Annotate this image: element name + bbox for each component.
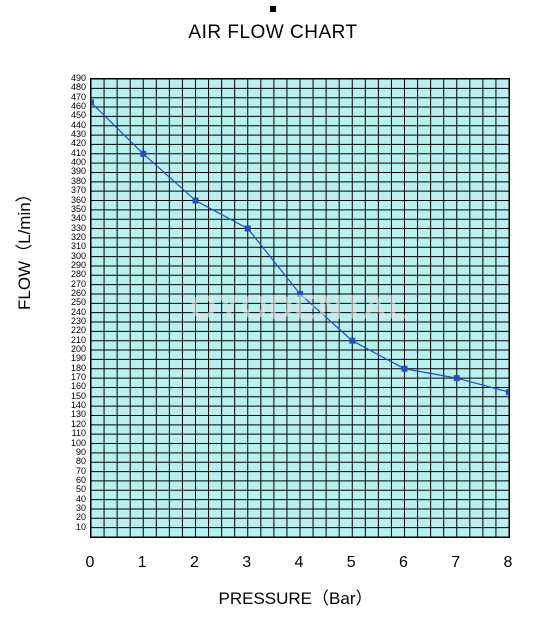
- y-tick-label: 220: [56, 325, 86, 335]
- y-tick-label: 140: [56, 400, 86, 410]
- chart-container: AIR FLOW CHART FLOW（L/min） OYODENTAL 102…: [0, 0, 546, 636]
- y-tick-label: 330: [56, 223, 86, 233]
- decorative-dot: [270, 6, 276, 12]
- y-tick-label: 420: [56, 138, 86, 148]
- y-tick-label: 410: [56, 148, 86, 158]
- y-tick-label: 240: [56, 307, 86, 317]
- x-tick-label: 2: [190, 554, 199, 572]
- y-axis-label: FLOW（L/min）: [10, 185, 35, 310]
- y-tick-label: 480: [56, 82, 86, 92]
- x-tick-label: 8: [504, 554, 513, 572]
- y-tick-label: 450: [56, 110, 86, 120]
- y-tick-label: 320: [56, 232, 86, 242]
- y-tick-label: 440: [56, 120, 86, 130]
- y-tick-label: 150: [56, 391, 86, 401]
- x-tick-label: 3: [242, 554, 251, 572]
- y-tick-label: 370: [56, 185, 86, 195]
- chart-title: AIR FLOW CHART: [0, 22, 546, 44]
- y-tick-label: 170: [56, 372, 86, 382]
- y-tick-label: 120: [56, 419, 86, 429]
- y-tick-label: 100: [56, 438, 86, 448]
- y-tick-label: 260: [56, 288, 86, 298]
- y-tick-label: 230: [56, 316, 86, 326]
- x-tick-label: 7: [451, 554, 460, 572]
- x-tick-label: 1: [138, 554, 147, 572]
- y-tick-label: 210: [56, 335, 86, 345]
- y-tick-label: 80: [56, 456, 86, 466]
- y-tick-label: 430: [56, 129, 86, 139]
- x-tick-label: 4: [295, 554, 304, 572]
- y-tick-label: 390: [56, 166, 86, 176]
- x-tick-label: 0: [86, 554, 95, 572]
- y-tick-label: 70: [56, 466, 86, 476]
- plot-area: OYODENTAL: [90, 78, 510, 538]
- y-tick-label: 350: [56, 204, 86, 214]
- y-tick-label: 190: [56, 353, 86, 363]
- y-tick-label: 40: [56, 494, 86, 504]
- y-tick-label: 130: [56, 409, 86, 419]
- y-tick-label: 290: [56, 260, 86, 270]
- y-tick-label: 10: [56, 522, 86, 532]
- y-tick-label: 400: [56, 157, 86, 167]
- y-tick-label: 380: [56, 176, 86, 186]
- y-tick-label: 360: [56, 195, 86, 205]
- y-tick-label: 200: [56, 344, 86, 354]
- x-axis-label: PRESSURE（Bar）: [0, 584, 546, 609]
- y-tick-label: 160: [56, 381, 86, 391]
- chart-svg: [91, 79, 509, 537]
- x-tick-label: 5: [347, 554, 356, 572]
- y-tick-label: 270: [56, 279, 86, 289]
- y-tick-label: 50: [56, 484, 86, 494]
- y-tick-label: 280: [56, 269, 86, 279]
- y-tick-label: 20: [56, 512, 86, 522]
- y-tick-label: 180: [56, 363, 86, 373]
- y-tick-label: 60: [56, 475, 86, 485]
- y-tick-label: 250: [56, 297, 86, 307]
- y-tick-label: 490: [56, 73, 86, 83]
- y-tick-label: 90: [56, 447, 86, 457]
- y-tick-label: 340: [56, 213, 86, 223]
- y-tick-label: 30: [56, 503, 86, 513]
- y-tick-label: 460: [56, 101, 86, 111]
- y-tick-label: 300: [56, 251, 86, 261]
- y-tick-label: 470: [56, 92, 86, 102]
- y-tick-label: 310: [56, 241, 86, 251]
- y-tick-label: 110: [56, 428, 86, 438]
- x-tick-label: 6: [399, 554, 408, 572]
